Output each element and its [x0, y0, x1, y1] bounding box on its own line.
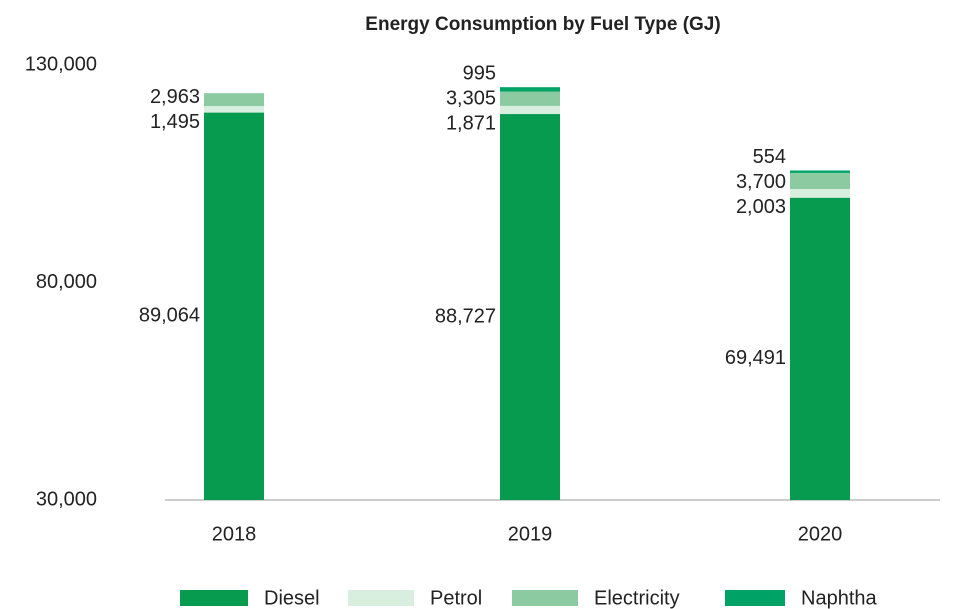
data-label: 554 — [753, 146, 786, 168]
data-label: 3,305 — [446, 87, 496, 109]
data-label: 995 — [463, 62, 496, 84]
legend-swatch — [725, 590, 785, 606]
data-label: 2,963 — [150, 86, 200, 108]
data-label: 88,727 — [435, 305, 496, 327]
bar-segment — [204, 93, 264, 107]
legend-label: Electricity — [594, 587, 680, 609]
legend-label: Naphtha — [801, 587, 877, 609]
y-tick-label: 30,000 — [36, 488, 97, 510]
x-tick-label: 2020 — [798, 523, 843, 545]
y-tick-label: 80,000 — [36, 271, 97, 293]
data-label: 2,003 — [736, 196, 786, 218]
legend-swatch — [180, 590, 248, 606]
bar-segment — [500, 91, 560, 106]
x-tick-label: 2019 — [508, 523, 553, 545]
bar-segment — [790, 189, 850, 198]
data-label: 1,871 — [446, 112, 496, 134]
y-tick-label: 130,000 — [25, 53, 97, 75]
bar-segment — [204, 106, 264, 113]
bar-segment — [500, 114, 560, 501]
data-label: 1,495 — [150, 111, 200, 133]
bar-segment — [790, 172, 850, 190]
bar-segment — [204, 112, 264, 501]
data-label: 3,700 — [736, 171, 786, 193]
legend-swatch — [512, 590, 578, 606]
x-tick-label: 2018 — [212, 523, 257, 545]
chart-title: Energy Consumption by Fuel Type (GJ) — [365, 14, 720, 35]
legend-label: Petrol — [430, 587, 482, 609]
bar-segment — [500, 87, 560, 92]
bar-segment — [790, 197, 850, 500]
data-label: 69,491 — [725, 347, 786, 369]
data-label: 89,064 — [139, 305, 200, 327]
bar-segment — [790, 170, 850, 173]
legend-label: Diesel — [264, 587, 320, 609]
legend-swatch — [348, 590, 414, 606]
bar-segment — [500, 105, 560, 115]
